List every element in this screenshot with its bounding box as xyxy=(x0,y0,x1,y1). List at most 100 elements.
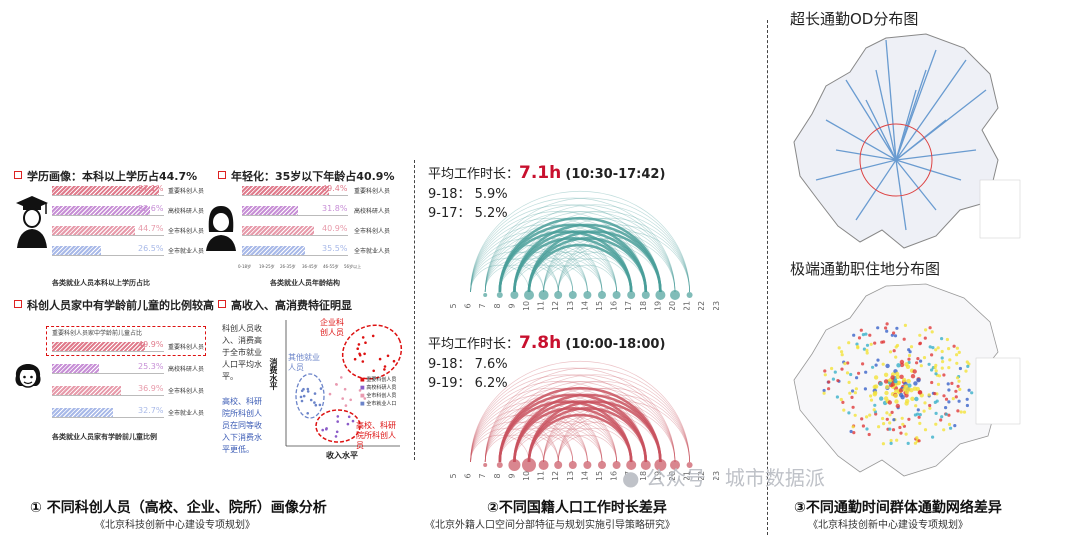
work-hour-arc xyxy=(543,224,690,293)
residence-dot xyxy=(872,408,876,412)
scatter-point xyxy=(349,398,352,402)
legend-swatch-icon: ■ xyxy=(360,385,367,391)
hour-tick-label: 22 xyxy=(697,471,706,480)
age-title: 年轻化：35岁以下年龄占40.9% xyxy=(218,168,394,184)
work-hour-arc xyxy=(470,264,530,293)
hour-tick-label: 5 xyxy=(449,303,458,308)
hour-node xyxy=(496,462,503,468)
od-flow-line xyxy=(895,69,927,161)
residence-dot xyxy=(918,341,922,345)
consume-scatter-chart xyxy=(285,320,403,447)
work-hour-arc xyxy=(470,217,632,293)
work-hour-arc xyxy=(543,258,617,293)
residence-dot xyxy=(933,392,937,396)
scatter-point xyxy=(346,422,350,426)
work-hour-arc xyxy=(543,251,632,293)
residence-dot xyxy=(959,410,963,414)
residence-dot xyxy=(822,388,826,393)
residence-dot xyxy=(884,390,889,396)
residence-dot xyxy=(947,400,951,404)
hour-tick-label: 7 xyxy=(478,473,487,478)
bar-value: 40.9% xyxy=(322,224,348,233)
residence-dot xyxy=(852,431,856,435)
wechat-icon: ● xyxy=(622,466,640,490)
hour-tick-label: 22 xyxy=(697,301,706,310)
bar-track xyxy=(52,246,164,256)
kids-highlight-box xyxy=(46,326,206,356)
residence-dot xyxy=(873,375,879,380)
scatter-point xyxy=(340,376,343,379)
work-hour-arc xyxy=(528,394,676,463)
arc-chart-top: 5 6 7 8 9 10 11 12 13 14 15 16 17 18 19 20 21 22 23 xyxy=(449,190,721,310)
legend-label: 全市科创人员 xyxy=(366,393,397,399)
consume-ylabel: 消费水平 xyxy=(269,358,278,390)
od-flow-line xyxy=(895,159,907,231)
work-hour-arc xyxy=(484,258,559,293)
residence-dot xyxy=(947,347,951,351)
residence-dot xyxy=(924,328,928,332)
residence-dot xyxy=(906,378,911,384)
work-hour-arc xyxy=(499,211,676,293)
work-hour-arc xyxy=(470,381,647,463)
residence-dot xyxy=(923,336,927,340)
residence-dot xyxy=(835,395,839,399)
kids-highlight-label: 重要科创人员家中学龄前儿童占比 xyxy=(52,330,143,337)
residence-dot xyxy=(930,353,934,357)
bullet-icon xyxy=(14,300,22,308)
residence-dot xyxy=(955,346,959,350)
residence-dot xyxy=(931,346,935,350)
hour-node xyxy=(483,293,488,297)
residence-dot xyxy=(952,344,956,348)
bar-fill xyxy=(52,342,145,351)
residence-dot xyxy=(840,350,844,354)
avg-range: (10:00-18:00) xyxy=(565,337,666,352)
od-flow-line xyxy=(895,159,937,211)
residence-dot xyxy=(953,424,957,428)
scatter-point xyxy=(344,404,348,407)
consume-xlabel: 收入水平 xyxy=(326,451,358,460)
od-flow-line xyxy=(895,59,967,161)
note-univ: 高校、科研 院所科创人 员 xyxy=(356,421,396,451)
scatter-point xyxy=(363,352,366,356)
residence-dot xyxy=(913,441,917,445)
top-pct-2: 9-17： 5.2% xyxy=(428,206,508,221)
bar-label: 高校科研人员 xyxy=(168,208,205,215)
hour-node xyxy=(686,462,693,468)
residence-dot xyxy=(907,417,911,421)
residence-dot xyxy=(965,397,969,401)
scatter-point xyxy=(364,341,367,344)
residence-dot xyxy=(913,381,918,386)
od-flow-line xyxy=(885,39,897,161)
bar-label: 重要科创人员 xyxy=(168,344,205,351)
scatter-point xyxy=(351,419,355,423)
hour-node xyxy=(522,458,536,472)
note-enterprise: 企业科 创人员 xyxy=(320,318,344,338)
hour-tick-label: 8 xyxy=(493,473,502,478)
residence-dot xyxy=(942,428,946,432)
residence-dot xyxy=(880,340,884,344)
scatter-point xyxy=(313,401,316,404)
residence-dot xyxy=(859,328,863,332)
residence-dot xyxy=(871,365,875,369)
hour-node xyxy=(538,460,549,470)
residence-dot xyxy=(895,371,900,377)
residence-dot xyxy=(850,395,854,399)
residence-dot xyxy=(860,417,864,421)
legend-label: 高校科研人员 xyxy=(366,385,397,391)
residence-dot xyxy=(916,408,920,412)
hour-node xyxy=(554,461,563,469)
residence-dot xyxy=(947,366,951,370)
residence-dot xyxy=(877,425,881,429)
bar-value: 35.5% xyxy=(322,244,348,253)
scatter-point xyxy=(300,399,304,403)
residence-dot xyxy=(916,357,920,361)
kids-caption: 各类就业人员家有学龄前儿童比例 xyxy=(52,433,157,441)
residence-dot xyxy=(894,355,898,359)
residence-dot xyxy=(958,387,962,391)
residence-dot xyxy=(864,370,868,374)
note-line: 其他就业 xyxy=(288,353,320,362)
avg-value: 7.1h xyxy=(519,163,562,183)
legend-swatch-icon: ■ xyxy=(360,401,367,407)
residence-dot xyxy=(842,408,846,412)
residence-dot xyxy=(882,422,886,426)
